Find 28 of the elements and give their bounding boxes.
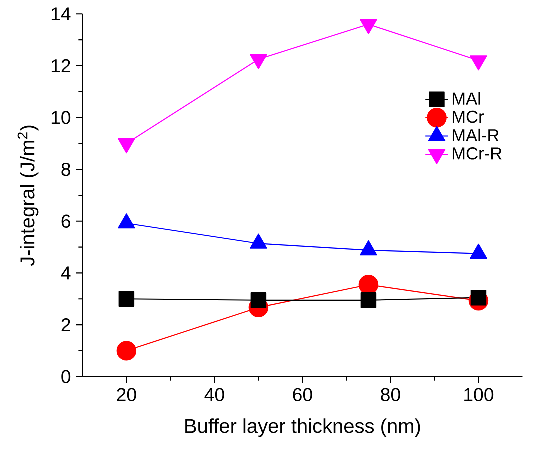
point: [250, 54, 268, 70]
y-tick-label: 10: [52, 111, 71, 124]
point: [250, 292, 267, 308]
x-tick-label: 80: [381, 388, 400, 402]
point: [116, 340, 137, 361]
y-axis-title: J-integral (J/m$^{2}$): [18, 126, 39, 266]
x-axis-title: Buffer layer thickness (nm): [186, 418, 420, 438]
x-tick-label: 20: [117, 388, 136, 402]
y-tick-label: 12: [52, 59, 70, 72]
y-tick-label: 8: [62, 162, 70, 176]
x-tick-label: 100: [464, 388, 494, 402]
point: [118, 138, 136, 154]
y-tick-label: 2: [62, 318, 70, 332]
legend-label: MAl: [452, 92, 480, 105]
point: [360, 19, 378, 34]
x-tick-label: 40: [204, 388, 224, 402]
x-tick-label: 60: [293, 388, 312, 402]
point: [470, 55, 488, 71]
legend-label: MCr-R: [452, 147, 502, 160]
point: [118, 291, 135, 307]
legend-label: MCr: [452, 110, 484, 124]
y-tick-label: 14: [52, 8, 71, 20]
point: [360, 292, 377, 308]
y-tick-label: 4: [61, 266, 71, 280]
y-tick-label: 6: [62, 214, 70, 228]
point: [470, 290, 487, 306]
y-tick-label: 0: [62, 370, 71, 384]
legend-label: MAl-R: [452, 128, 499, 142]
